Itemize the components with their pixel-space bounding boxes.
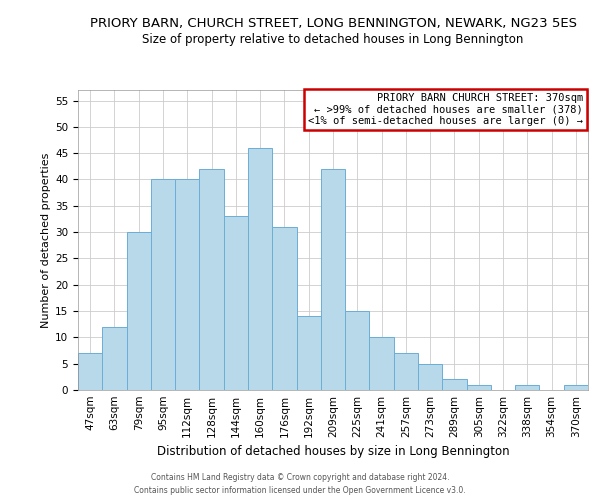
Bar [78, 353, 102, 390]
Text: Size of property relative to detached houses in Long Bennington: Size of property relative to detached ho… [142, 32, 524, 46]
Text: PRIORY BARN, CHURCH STREET, LONG BENNINGTON, NEWARK, NG23 5ES: PRIORY BARN, CHURCH STREET, LONG BENNING… [89, 18, 577, 30]
Text: PRIORY BARN CHURCH STREET: 370sqm
← >99% of detached houses are smaller (378)
<1: PRIORY BARN CHURCH STREET: 370sqm ← >99%… [308, 93, 583, 126]
Bar [175, 180, 199, 390]
Bar [102, 327, 127, 390]
Text: Contains HM Land Registry data © Crown copyright and database right 2024.
Contai: Contains HM Land Registry data © Crown c… [134, 474, 466, 495]
Bar [418, 364, 442, 390]
Bar [321, 169, 345, 390]
Bar [442, 380, 467, 390]
Bar [151, 180, 175, 390]
Bar [127, 232, 151, 390]
X-axis label: Distribution of detached houses by size in Long Bennington: Distribution of detached houses by size … [157, 446, 509, 458]
Bar [296, 316, 321, 390]
Y-axis label: Number of detached properties: Number of detached properties [41, 152, 51, 328]
Bar [345, 311, 370, 390]
Bar [564, 384, 588, 390]
Bar [370, 338, 394, 390]
Bar [515, 384, 539, 390]
Bar [199, 169, 224, 390]
Bar [248, 148, 272, 390]
Bar [394, 353, 418, 390]
Bar [224, 216, 248, 390]
Bar [272, 227, 296, 390]
Bar [467, 384, 491, 390]
